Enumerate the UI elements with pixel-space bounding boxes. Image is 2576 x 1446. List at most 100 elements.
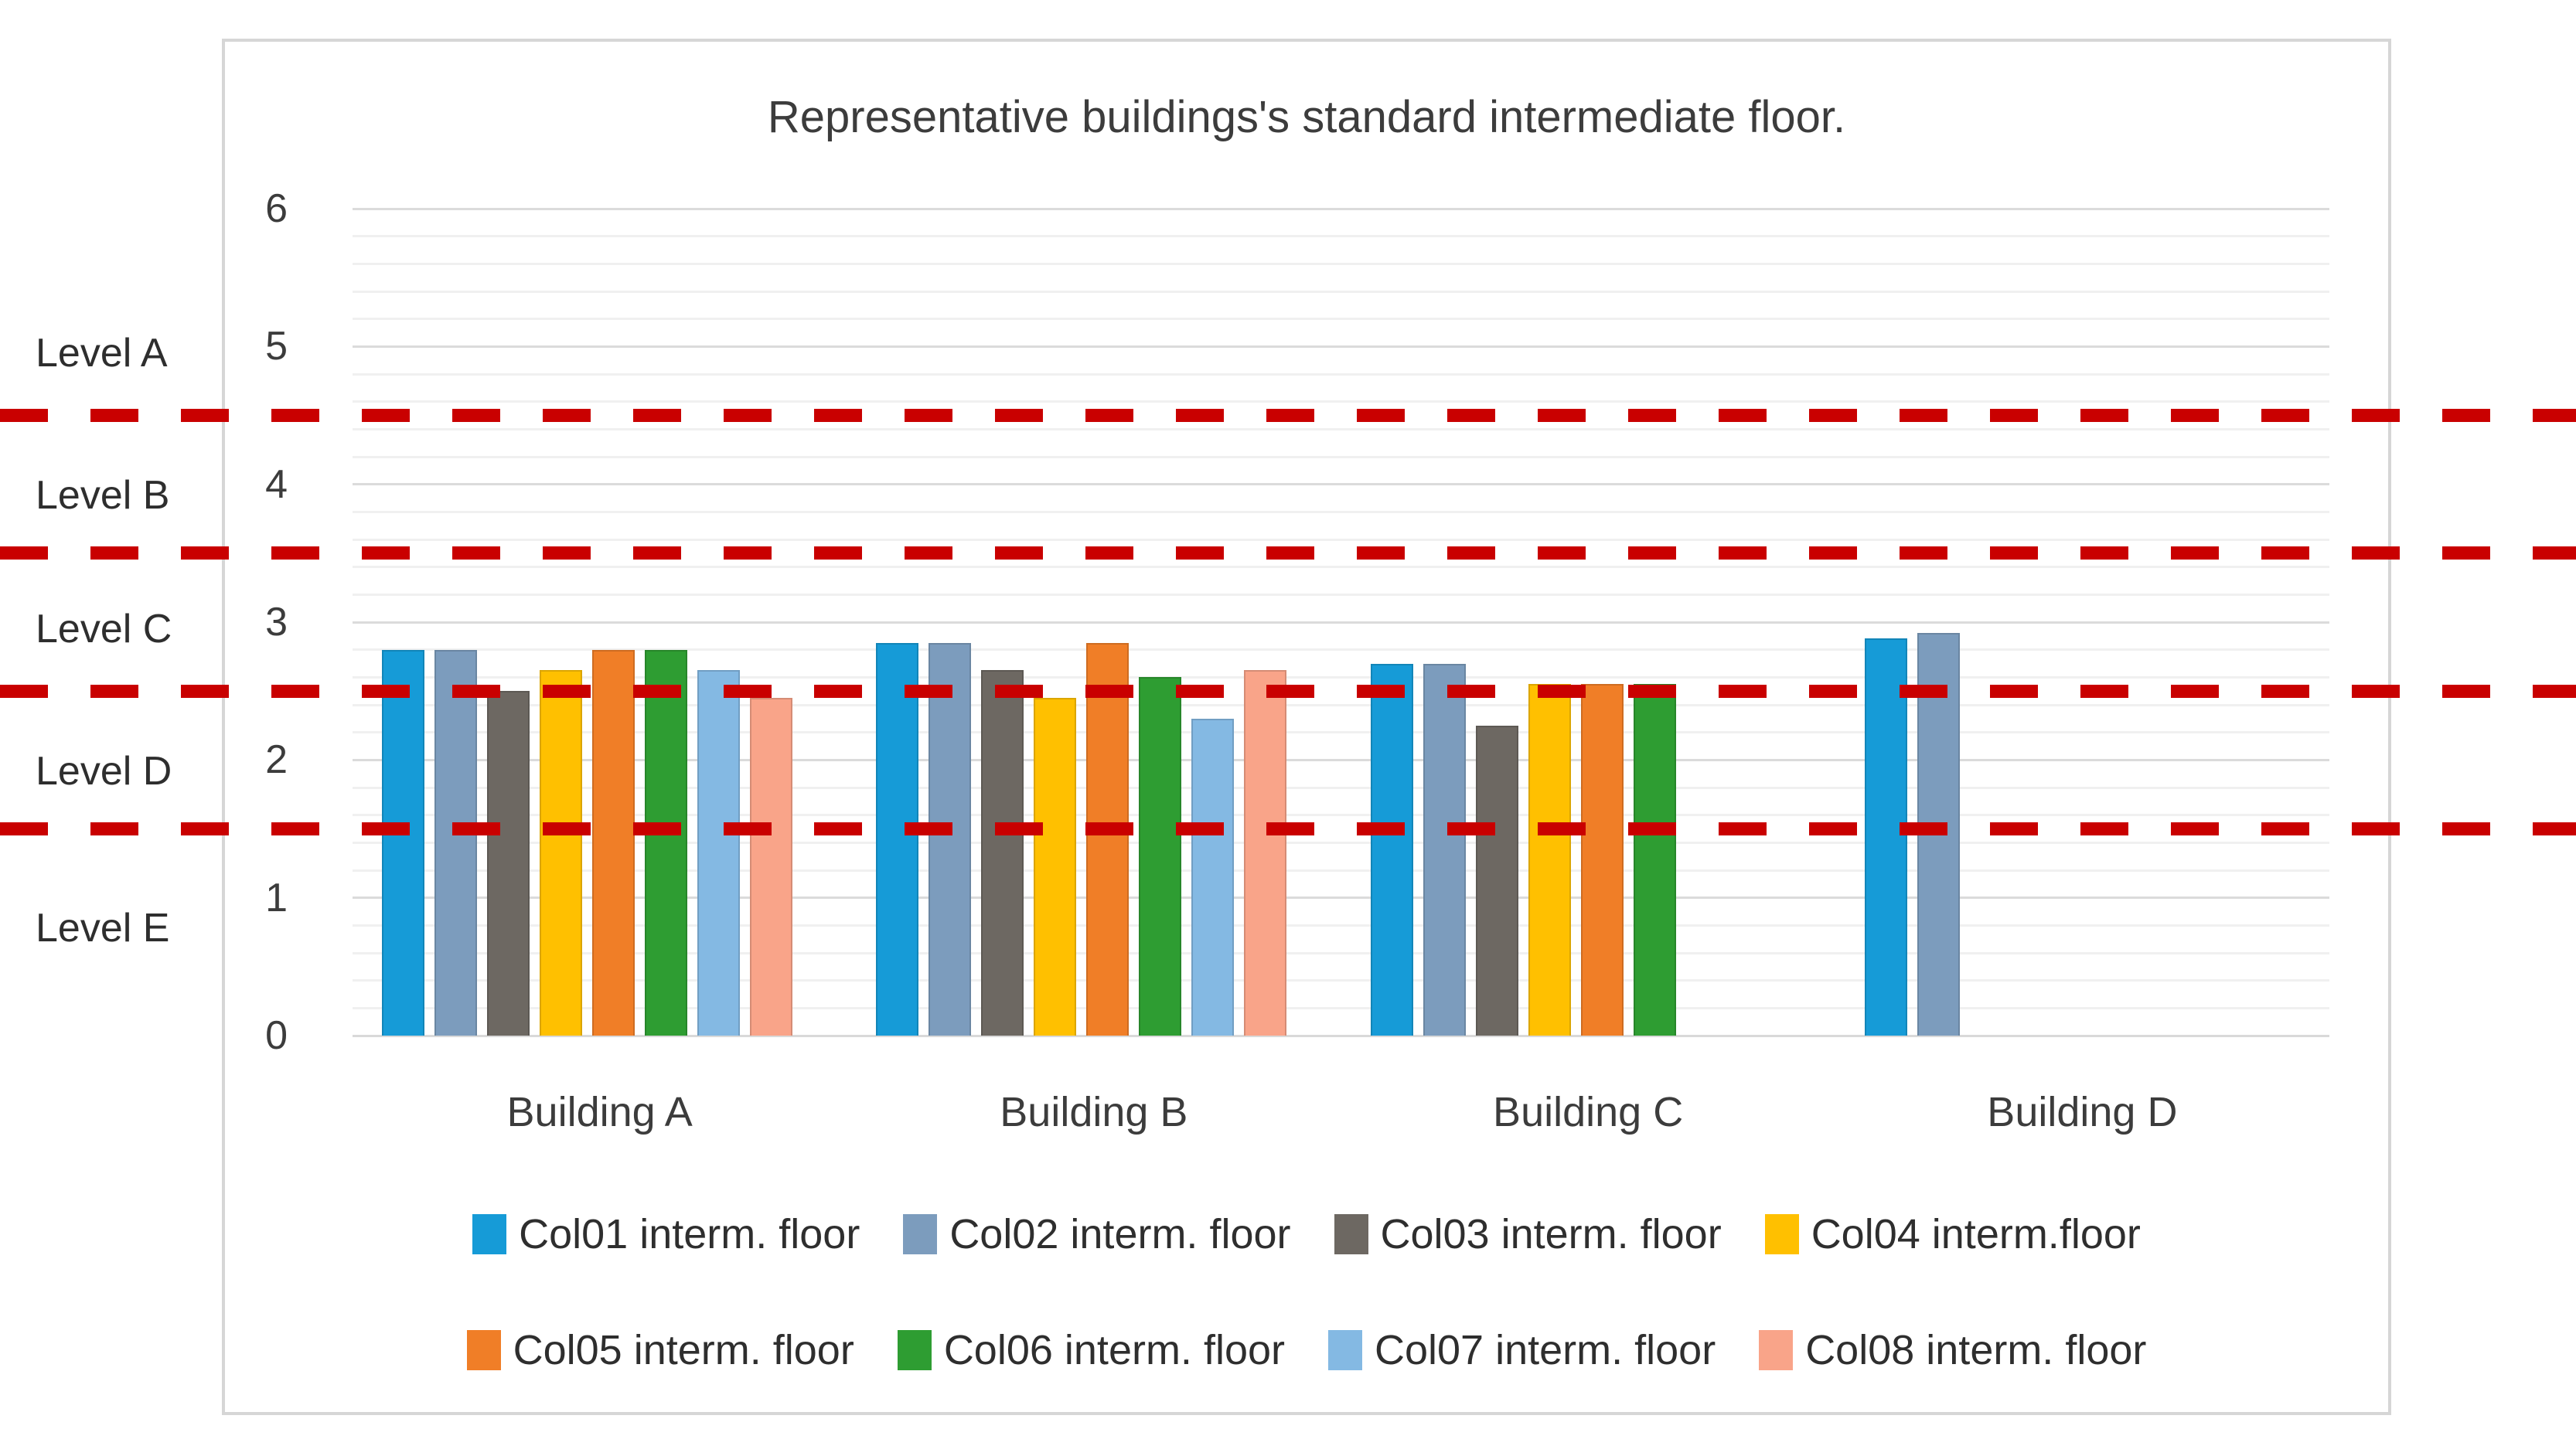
legend-item[interactable]: Col05 interm. floor bbox=[466, 1326, 854, 1374]
legend-swatch-icon bbox=[1759, 1330, 1794, 1370]
major-gridline bbox=[353, 897, 2329, 900]
legend-label: Col04 interm.floor bbox=[1811, 1211, 2141, 1257]
legend-swatch-icon bbox=[466, 1330, 501, 1370]
legend-row: Col05 interm. floor Col06 interm. floor Co… bbox=[466, 1326, 2146, 1374]
y-tick-label: 1 bbox=[265, 875, 288, 920]
legend-swatch-icon bbox=[903, 1214, 938, 1254]
level-band-label: Level A bbox=[36, 331, 168, 376]
y-tick-label: 0 bbox=[265, 1013, 288, 1058]
minor-gridline bbox=[353, 648, 2329, 652]
major-gridline bbox=[353, 621, 2329, 624]
bar[interactable] bbox=[697, 670, 740, 1036]
threshold-dashed-line[interactable] bbox=[0, 409, 2576, 422]
chart-border bbox=[222, 39, 2391, 1415]
category-label: Building D bbox=[1987, 1089, 2178, 1135]
level-band-label: Level C bbox=[36, 606, 172, 652]
bar[interactable] bbox=[1475, 725, 1518, 1036]
bar[interactable] bbox=[1034, 698, 1077, 1036]
legend-label: Col05 interm. floor bbox=[513, 1327, 854, 1373]
y-tick-label: 6 bbox=[265, 186, 288, 232]
level-band-label: Level E bbox=[36, 905, 170, 951]
minor-gridline bbox=[353, 786, 2329, 789]
minor-gridline bbox=[353, 400, 2329, 403]
minor-gridline bbox=[353, 703, 2329, 706]
level-band-label: Level B bbox=[36, 472, 170, 518]
legend-swatch-icon bbox=[1334, 1214, 1368, 1254]
bar[interactable] bbox=[1633, 684, 1676, 1036]
y-tick-label: 5 bbox=[265, 324, 288, 369]
major-gridline bbox=[353, 1034, 2329, 1037]
bar[interactable] bbox=[1580, 684, 1624, 1036]
bar[interactable] bbox=[645, 649, 687, 1036]
legend-item[interactable]: Col06 interm. floor bbox=[897, 1326, 1285, 1374]
legend-label: Col01 interm. floor bbox=[519, 1211, 860, 1257]
minor-gridline bbox=[353, 979, 2329, 982]
bar[interactable] bbox=[540, 670, 582, 1036]
legend-label: Col07 interm. floor bbox=[1375, 1327, 1716, 1373]
legend-item[interactable]: Col01 interm. floor bbox=[472, 1210, 860, 1258]
minor-gridline bbox=[353, 675, 2329, 679]
minor-gridline bbox=[353, 951, 2329, 954]
legend-swatch-icon bbox=[1764, 1214, 1799, 1254]
major-gridline bbox=[353, 345, 2329, 348]
minor-gridline bbox=[353, 510, 2329, 513]
bar[interactable] bbox=[434, 649, 477, 1036]
threshold-dashed-line[interactable] bbox=[0, 546, 2576, 560]
legend-item[interactable]: Col04 interm.floor bbox=[1764, 1210, 2141, 1258]
minor-gridline bbox=[353, 1006, 2329, 1009]
minor-gridline bbox=[353, 427, 2329, 430]
bar[interactable] bbox=[1086, 642, 1130, 1036]
threshold-dashed-line[interactable] bbox=[0, 822, 2576, 835]
legend-row: Col01 interm. floor Col02 interm. floor Co… bbox=[472, 1210, 2141, 1258]
y-tick-label: 3 bbox=[265, 600, 288, 645]
legend-item[interactable]: Col07 interm. floor bbox=[1328, 1326, 1716, 1374]
minor-gridline bbox=[353, 455, 2329, 458]
legend-item[interactable]: Col08 interm. floor bbox=[1759, 1326, 2146, 1374]
y-tick-label: 2 bbox=[265, 737, 288, 783]
legend-item[interactable]: Col03 interm. floor bbox=[1334, 1210, 1722, 1258]
bar[interactable] bbox=[750, 698, 792, 1036]
threshold-dashed-line[interactable] bbox=[0, 684, 2576, 698]
minor-gridline bbox=[353, 869, 2329, 872]
minor-gridline bbox=[353, 566, 2329, 569]
bar[interactable] bbox=[1244, 670, 1287, 1036]
legend-label: Col06 interm. floor bbox=[943, 1327, 1285, 1373]
legend-swatch-icon bbox=[1328, 1330, 1362, 1370]
minor-gridline bbox=[353, 814, 2329, 817]
chart-title: Representative buildings's standard inte… bbox=[767, 92, 1846, 142]
bar[interactable] bbox=[1370, 663, 1413, 1036]
minor-gridline bbox=[353, 235, 2329, 238]
bar[interactable] bbox=[592, 649, 635, 1036]
bar[interactable] bbox=[382, 649, 424, 1036]
major-gridline bbox=[353, 483, 2329, 486]
legend-label: Col08 interm. floor bbox=[1805, 1327, 2147, 1373]
bar[interactable] bbox=[1423, 663, 1466, 1036]
bar[interactable] bbox=[487, 691, 530, 1036]
minor-gridline bbox=[353, 262, 2329, 265]
legend-item[interactable]: Col02 interm. floor bbox=[903, 1210, 1291, 1258]
bar[interactable] bbox=[1191, 718, 1235, 1036]
minor-gridline bbox=[353, 593, 2329, 596]
major-gridline bbox=[353, 207, 2329, 210]
minor-gridline bbox=[353, 731, 2329, 734]
major-gridline bbox=[353, 758, 2329, 761]
category-label: Building C bbox=[1493, 1089, 1684, 1135]
category-label: Building B bbox=[1000, 1089, 1188, 1135]
minor-gridline bbox=[353, 373, 2329, 376]
bar[interactable] bbox=[1139, 677, 1182, 1036]
minor-gridline bbox=[353, 538, 2329, 541]
bar[interactable] bbox=[876, 642, 919, 1036]
legend-label: Col03 interm. floor bbox=[1380, 1211, 1722, 1257]
legend-label: Col02 interm. floor bbox=[949, 1211, 1291, 1257]
bar[interactable] bbox=[1864, 638, 1907, 1036]
chart-legend: Col01 interm. floor Col02 interm. floor Co… bbox=[222, 1210, 2391, 1374]
bar[interactable] bbox=[1528, 684, 1571, 1036]
level-band-label: Level D bbox=[36, 748, 172, 794]
minor-gridline bbox=[353, 290, 2329, 293]
minor-gridline bbox=[353, 841, 2329, 844]
minor-gridline bbox=[353, 318, 2329, 321]
category-label: Building A bbox=[506, 1089, 693, 1135]
bar[interactable] bbox=[929, 642, 972, 1036]
bar[interactable] bbox=[981, 670, 1024, 1036]
